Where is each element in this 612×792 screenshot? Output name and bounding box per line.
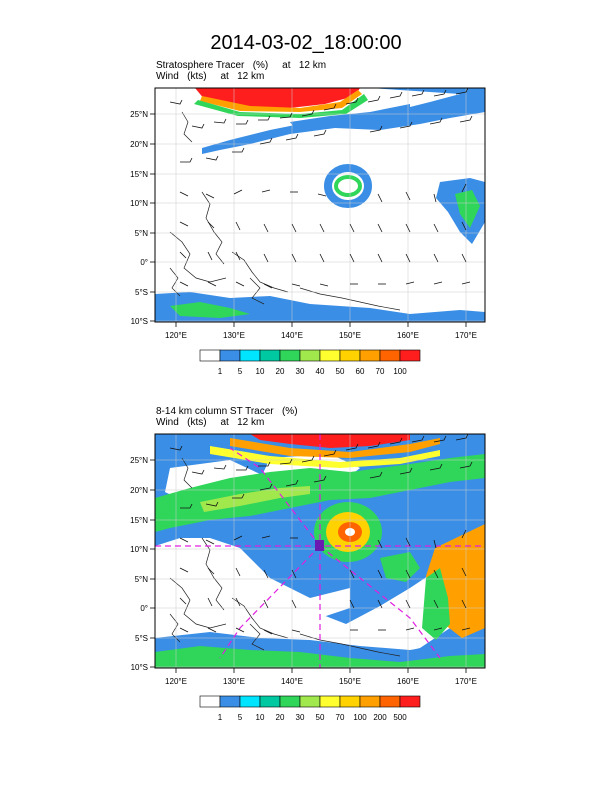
panel1-colorbar-label: 30 — [296, 367, 305, 376]
panel1-colorbar-label: 40 — [316, 367, 325, 376]
panel2-lat-label: 10°N — [130, 545, 148, 554]
panel1-lat-label: 15°N — [130, 170, 148, 179]
panel2-colorbar-label: 20 — [276, 713, 285, 722]
panel1-lon-label: 170°E — [455, 331, 477, 340]
panel1-colorbar-label: 60 — [356, 367, 365, 376]
panel2-tracer-white-gap — [155, 550, 485, 658]
panel2-lon-label: 130°E — [223, 677, 245, 686]
panel2-colorbar-label: 200 — [373, 713, 387, 722]
panel2-colorbar-label: 1 — [218, 713, 223, 722]
panel1-lat-label: 10°N — [130, 199, 148, 208]
panel2-lon-label: 170°E — [455, 677, 477, 686]
panel2-colorbar-label: 5 — [238, 713, 243, 722]
panel1-colorbar-swatch — [299, 349, 321, 362]
panel2-lat-label: 20°N — [130, 486, 148, 495]
panel1-subtitle-tracer: Stratosphere Tracer (%) at 12 km — [156, 60, 327, 71]
panel2-lon-label: 120°E — [165, 677, 187, 686]
panel2-colorbar-swatch — [339, 695, 361, 708]
panel2-tracer-top-red — [250, 434, 410, 448]
panel1-colorbar-label: 100 — [393, 367, 407, 376]
panel1-lat-label: 0° — [140, 258, 148, 267]
panel2-colorbar-swatch — [279, 695, 301, 708]
panel2-lat-label: 10°S — [131, 663, 148, 672]
panel1-colorbar-label: 50 — [336, 367, 345, 376]
panel1-colorbar — [199, 349, 421, 362]
panel2-colorbar-swatch — [359, 695, 381, 708]
panel2-tracer-right-blob — [380, 552, 420, 582]
panel1-colorbar-label: 70 — [376, 367, 385, 376]
panel2-colorbar-swatch — [259, 695, 281, 708]
panel2-colorbar-label: 500 — [393, 713, 407, 722]
panel1-lat-label: 25°N — [130, 110, 148, 119]
panel2-colorbar-swatch — [319, 695, 341, 708]
panel2-center-marker — [315, 540, 324, 551]
panel1-colorbar-label: 5 — [238, 367, 243, 376]
panel1-colorbar-swatch — [339, 349, 361, 362]
panel2-colorbar-swatch — [299, 695, 321, 708]
panel1-wind-barbs — [169, 88, 473, 289]
panel2-colorbar-swatch — [379, 695, 401, 708]
panel1-colorbar-swatch — [239, 349, 261, 362]
panel2-lat-label: 0° — [140, 604, 148, 613]
panel2-map: 25°N 20°N 15°N 10°N 5°N 0° 5°S 10°S 120°… — [130, 433, 486, 722]
panel2-lat-label: 25°N — [130, 456, 148, 465]
panel1-tracer-green-top — [194, 94, 368, 118]
panel2-colorbar-label: 30 — [296, 713, 305, 722]
panel1-graticule — [155, 88, 485, 322]
panel1-lat-label: 10°S — [131, 317, 148, 326]
panel1-colorbar-swatch — [319, 349, 341, 362]
panel1-colorbar-swatch — [359, 349, 381, 362]
panel1-colorbar-swatch — [379, 349, 401, 362]
panel2-colorbar-label: 50 — [316, 713, 325, 722]
panel1-tracer-vortex-core — [334, 175, 362, 197]
panel1-colorbar-label: 20 — [276, 367, 285, 376]
panel1-lat-label: 5°S — [135, 288, 148, 297]
panel2-colorbar-swatch — [399, 695, 421, 708]
panel1-tracer-orange-top — [200, 90, 362, 112]
panel2-colorbar-label: 70 — [336, 713, 345, 722]
panel1-lat-label: 5°N — [135, 229, 149, 238]
panel1-tracer-vortex — [324, 164, 372, 208]
panel1-tracer-right-core — [455, 190, 480, 228]
panel1-lon-label: 150°E — [339, 331, 361, 340]
panel2-lat-label: 15°N — [130, 516, 148, 525]
panel1-tracer-bottom-green — [170, 302, 250, 318]
panel2-lon-label: 140°E — [281, 677, 303, 686]
panel2-tracer-top-orange — [230, 438, 440, 458]
panel2-subtitle-wind: Wind (kts) at 12 km — [156, 417, 265, 428]
page-title: 2014-03-02_18:00:00 — [210, 32, 402, 54]
panel1-map: 25°N 20°N 15°N 10°N 5°N 0° 5°S 10°S 120°… — [130, 87, 486, 376]
panel2-lat-label: 5°S — [135, 634, 148, 643]
panel2-lat-label: 5°N — [135, 575, 149, 584]
panel1-colorbar-swatch — [199, 349, 221, 362]
panel1-subtitle-wind: Wind (kts) at 12 km — [156, 71, 265, 82]
panel2-lon-label: 150°E — [339, 677, 361, 686]
panel1-colorbar-label: 10 — [256, 367, 265, 376]
panel2-tracer-top-yellow — [210, 446, 440, 468]
panel2-lon-label: 160°E — [397, 677, 419, 686]
panel2-wind-barbs — [169, 434, 473, 635]
panel2-colorbar-swatch — [219, 695, 241, 708]
panel1-colorbar-swatch — [259, 349, 281, 362]
panel1-colorbar-swatch — [219, 349, 241, 362]
panel2-colorbar-label: 10 — [256, 713, 265, 722]
panel1-colorbar-swatch — [279, 349, 301, 362]
panel1-lon-label: 120°E — [165, 331, 187, 340]
panel2-coastlines — [169, 457, 401, 657]
panel1-lat-label: 20°N — [130, 140, 148, 149]
panel1-colorbar-label: 1 — [218, 367, 223, 376]
panel1-colorbar-swatch — [399, 349, 421, 362]
panel2-colorbar — [199, 695, 421, 708]
panel2-colorbar-swatch — [239, 695, 261, 708]
panel2-tracer-green-band2 — [200, 486, 310, 512]
panel2-colorbar-label: 100 — [353, 713, 367, 722]
panel2-colorbar-swatch — [199, 695, 221, 708]
panel2-subtitle-tracer: 8-14 km column ST Tracer (%) — [156, 406, 298, 417]
panel1-lon-label: 140°E — [281, 331, 303, 340]
panel1-tracer-red-top — [195, 88, 360, 108]
panel1-lon-label: 160°E — [397, 331, 419, 340]
panel1-lon-label: 130°E — [223, 331, 245, 340]
